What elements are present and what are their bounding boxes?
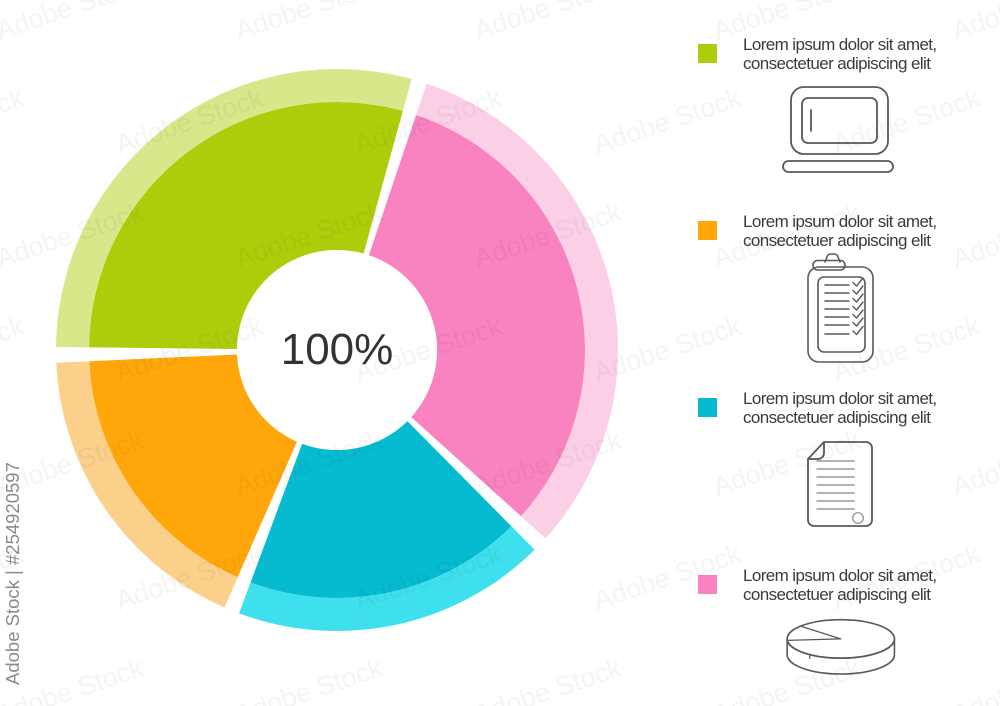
svg-text:Adobe Stock | #254920597: Adobe Stock | #254920597 [2, 462, 23, 685]
